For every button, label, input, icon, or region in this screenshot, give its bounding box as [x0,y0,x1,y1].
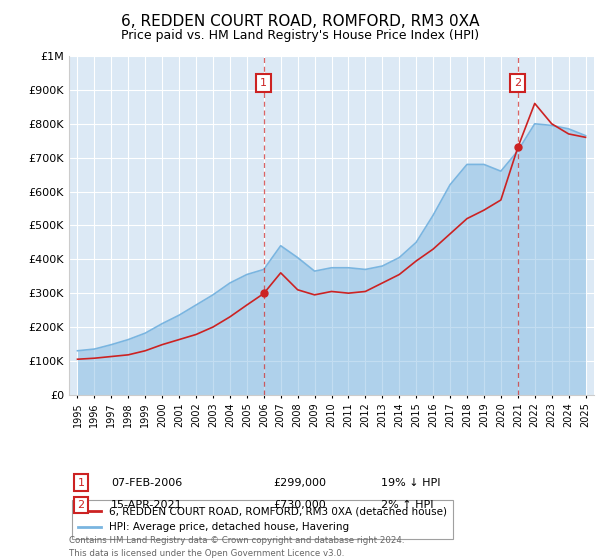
Text: 1: 1 [260,78,267,88]
Text: Price paid vs. HM Land Registry's House Price Index (HPI): Price paid vs. HM Land Registry's House … [121,29,479,42]
Text: £730,000: £730,000 [273,500,326,510]
Text: Contains HM Land Registry data © Crown copyright and database right 2024.
This d: Contains HM Land Registry data © Crown c… [69,536,404,558]
Text: 2: 2 [77,500,85,510]
Text: 07-FEB-2006: 07-FEB-2006 [111,478,182,488]
Text: 2: 2 [514,78,521,88]
Text: 15-APR-2021: 15-APR-2021 [111,500,182,510]
Legend: 6, REDDEN COURT ROAD, ROMFORD, RM3 0XA (detached house), HPI: Average price, det: 6, REDDEN COURT ROAD, ROMFORD, RM3 0XA (… [71,500,454,539]
Text: 19% ↓ HPI: 19% ↓ HPI [381,478,440,488]
Text: 6, REDDEN COURT ROAD, ROMFORD, RM3 0XA: 6, REDDEN COURT ROAD, ROMFORD, RM3 0XA [121,14,479,29]
Text: 1: 1 [77,478,85,488]
Text: £299,000: £299,000 [273,478,326,488]
Text: 2% ↑ HPI: 2% ↑ HPI [381,500,433,510]
